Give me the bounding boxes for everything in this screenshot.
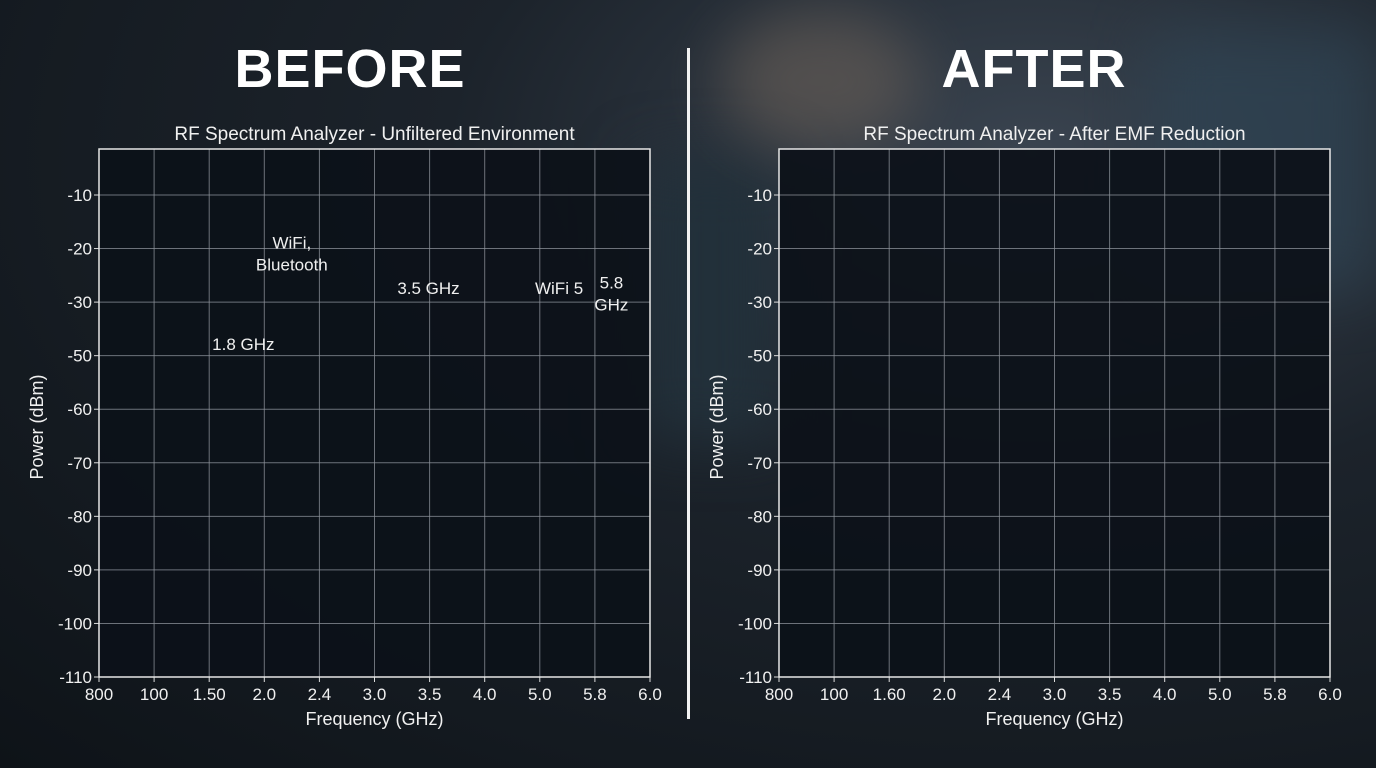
y-tick-label: -60 <box>67 400 92 419</box>
peak-annotation: WiFi, <box>272 234 311 253</box>
x-tick-label: 4.0 <box>1153 685 1177 704</box>
peak-annotation: Bluetooth <box>256 256 328 275</box>
y-tick-label: -30 <box>747 293 772 312</box>
y-tick-label: -20 <box>747 240 772 259</box>
peak-annotation: GHz <box>594 296 628 315</box>
x-tick-label: 4.0 <box>473 685 497 704</box>
y-tick-label: -30 <box>67 293 92 312</box>
x-tick-label: 100 <box>140 685 168 704</box>
peak-annotation: 3.5 GHz <box>397 279 459 298</box>
y-tick-label: -100 <box>58 614 92 633</box>
x-tick-label: 5.0 <box>528 685 552 704</box>
plot-frame <box>778 148 1331 678</box>
y-axis-label: Power (dBm) <box>707 374 727 479</box>
x-tick-label: 6.0 <box>1318 685 1342 704</box>
peak-annotation: 5.8 <box>600 274 624 293</box>
x-tick-label: 800 <box>765 685 793 704</box>
y-tick-label: -90 <box>67 561 92 580</box>
x-tick-label: 5.8 <box>1263 685 1287 704</box>
x-tick-label: 2.4 <box>308 685 332 704</box>
x-tick-label: 1.50 <box>193 685 226 704</box>
divider <box>687 48 690 719</box>
y-tick-label: -50 <box>67 347 92 366</box>
y-tick-label: -70 <box>67 454 92 473</box>
y-tick-label: -110 <box>59 668 92 687</box>
x-tick-label: 3.5 <box>1098 685 1122 704</box>
x-tick-label: 3.0 <box>363 685 387 704</box>
x-tick-label: 1.60 <box>873 685 906 704</box>
y-tick-label: -10 <box>67 186 92 205</box>
before-chart: 800 100 1.50 2.0 2.4 3.0 3.5 4.0 5.0 5.8 6.0 -10 -20… <box>27 124 662 729</box>
after-heading: AFTER <box>941 39 1127 99</box>
x-tick-label: 2.4 <box>988 685 1012 704</box>
x-tick-label: 100 <box>820 685 848 704</box>
peak-annotation: 1.8 GHz <box>212 335 274 354</box>
x-tick-label: 2.0 <box>932 685 956 704</box>
plot-frame <box>98 148 651 678</box>
x-tick-label: 6.0 <box>638 685 662 704</box>
after-chart: 800 100 1.60 2.0 2.4 3.0 3.5 4.0 5.0 5.8 6.0 -10 -20… <box>707 124 1342 729</box>
y-axis-label: Power (dBm) <box>27 374 47 479</box>
chart-title: RF Spectrum Analyzer - After EMF Reducti… <box>863 124 1245 145</box>
x-tick-label: 2.0 <box>252 685 276 704</box>
y-tick-label: -110 <box>739 668 772 687</box>
x-tick-label: 3.5 <box>418 685 442 704</box>
x-tick-label: 5.0 <box>1208 685 1232 704</box>
y-tick-label: -90 <box>747 561 772 580</box>
y-tick-label: -20 <box>67 240 92 259</box>
x-tick-label: 5.8 <box>583 685 607 704</box>
chart-title: RF Spectrum Analyzer - Unfiltered Enviro… <box>174 124 575 145</box>
y-tick-label: -80 <box>67 507 92 526</box>
background-hand <box>720 10 920 150</box>
y-tick-label: -100 <box>738 614 772 633</box>
x-axis-label: Frequency (GHz) <box>305 709 443 729</box>
x-axis-label: Frequency (GHz) <box>985 709 1123 729</box>
y-tick-label: -60 <box>747 400 772 419</box>
y-tick-label: -10 <box>747 186 772 205</box>
y-tick-label: -70 <box>747 454 772 473</box>
peak-annotation: WiFi 5 <box>535 279 583 298</box>
x-tick-label: 800 <box>85 685 113 704</box>
y-tick-label: -80 <box>747 507 772 526</box>
background-monitor <box>640 160 780 440</box>
y-tick-label: -50 <box>747 347 772 366</box>
before-heading: BEFORE <box>234 39 466 99</box>
x-tick-label: 3.0 <box>1043 685 1067 704</box>
